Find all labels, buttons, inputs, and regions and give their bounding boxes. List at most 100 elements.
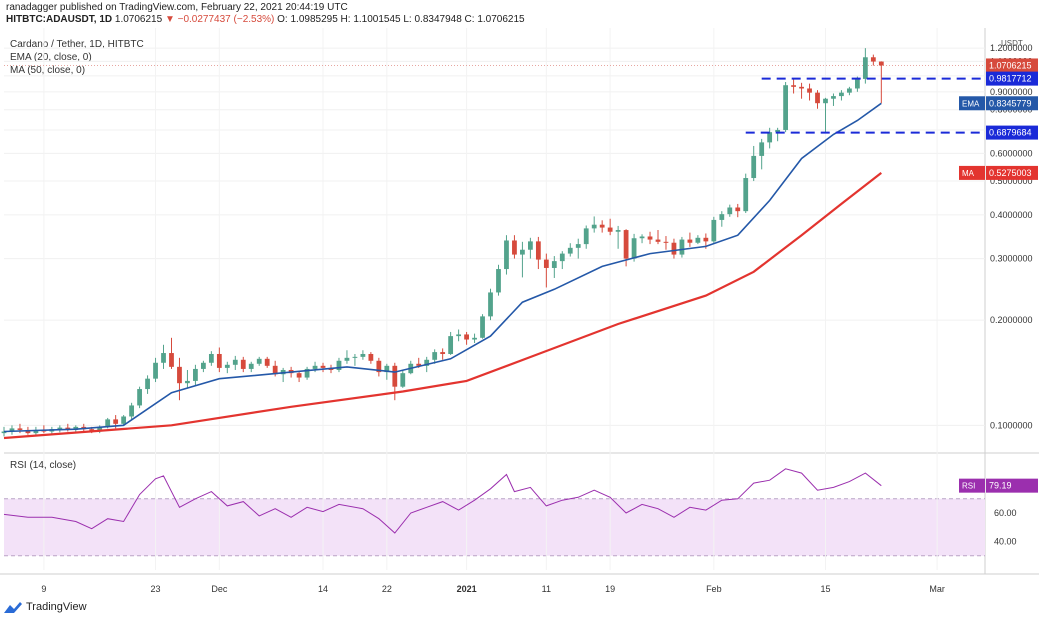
candle-body [823,98,828,104]
candle-body [535,241,541,260]
candle-body [1,431,7,434]
symbol-label: HITBTC:ADAUSDT, 1D [6,14,113,25]
candle-body [711,219,717,242]
tradingview-logo-icon [4,601,22,613]
candle-body [256,358,262,364]
candle-body [376,360,382,373]
candle-body [671,242,677,255]
candle-body [599,224,605,228]
candle-body [208,353,214,363]
last-value: 1.0706215 [114,14,163,25]
ma-legend[interactable]: MA (50, close, 0) [10,65,86,76]
candle-body [583,228,589,245]
candle-body [320,365,326,368]
candle-body [224,364,230,368]
ema-legend[interactable]: EMA (20, close, 0) [10,52,92,63]
time-tick-label: 15 [820,584,830,594]
support-badge: 0.6879684 [989,128,1032,138]
resistance-badge: 0.9817712 [989,74,1032,84]
candle-body [815,92,820,104]
candle-body [767,132,773,143]
footer: TradingView [4,601,87,613]
ohlc-line: HITBTC:ADAUSDT, 1D 1.0706215 ▼ −0.027743… [6,14,525,26]
candle-body [416,363,422,366]
candle-body [559,253,565,262]
time-tick-label: 9 [41,584,46,594]
rsi-badge: 79.19 [989,481,1012,491]
time-tick-label: 14 [318,584,328,594]
candle-body [727,207,733,215]
candle-body [424,359,430,366]
candle-body [153,362,158,379]
candle-body [543,259,549,268]
candle-body [384,365,390,373]
candle-body [432,352,438,360]
candle-body [631,238,637,259]
candle-body [216,353,222,368]
rsi-band [4,498,985,556]
ma-badge-bg [986,165,1038,180]
candle-body [847,88,852,93]
price-tick-label: 0.2000000 [990,315,1033,325]
candle-body [121,416,127,424]
candle-body [336,360,342,370]
candle-body [448,336,454,354]
candle-body [496,269,501,293]
chart-title: Cardano / Tether, 1D, HITBTC [10,39,144,50]
candle-body [488,292,493,317]
candle-body [703,237,709,242]
candle-body [368,353,374,361]
brand-name: TradingView [26,601,87,613]
candle-body [272,365,278,375]
price-tick-label: 0.5000000 [990,176,1033,186]
candle-body [735,207,741,212]
candle-body [695,237,701,243]
candle-body [113,419,119,424]
candle-body [129,405,135,417]
candle-body [232,359,238,365]
time-tick-label: Mar [929,584,945,594]
candle-body [615,230,621,232]
candle-body [344,357,350,361]
ema-badge: 0.8345779 [989,98,1032,108]
candle-body [145,378,150,390]
candle-body [352,356,358,358]
rsi-badge-tag-bg [959,478,985,493]
ema-badge-tag: EMA [962,99,980,108]
rsi-legend[interactable]: RSI (14, close) [10,460,77,471]
ma-badge-tag: MA [962,169,975,178]
candle-body [105,419,111,427]
currency-label: USDT [1001,39,1023,48]
price-tick-label: 0.1000000 [990,420,1033,430]
support-badge-bg [986,125,1038,140]
candle-body [177,366,182,384]
candle-body [137,389,142,406]
time-tick-label: 22 [382,584,392,594]
candle-body [719,214,725,220]
candle-body [623,230,629,259]
candle-body [527,241,533,250]
candle-body [193,368,198,381]
publish-line: ranadagger published on TradingView.com,… [6,2,348,13]
candle-body [831,96,836,99]
candle-body [854,78,860,89]
ohlc-values: O: 1.0985295 H: 1.1001545 L: 0.8347948 C… [277,14,525,25]
candle-body [839,92,844,97]
candle-body [9,428,15,432]
candle-body [520,249,525,255]
candle-body [551,261,557,268]
candle-body [456,334,462,337]
ema-badge-bg [986,96,1038,111]
change-value: ▼ −0.0277437 (−2.53%) [164,14,275,25]
candle-body [472,337,477,340]
time-tick-label: 2021 [457,584,477,594]
candle-body [304,368,310,378]
candle-body [97,426,103,432]
candle-body [240,359,246,369]
candle-body [870,57,876,62]
candle-body [878,61,884,66]
candle-body [607,227,613,232]
candle-body [392,365,398,387]
time-tick-label: Dec [211,584,228,594]
